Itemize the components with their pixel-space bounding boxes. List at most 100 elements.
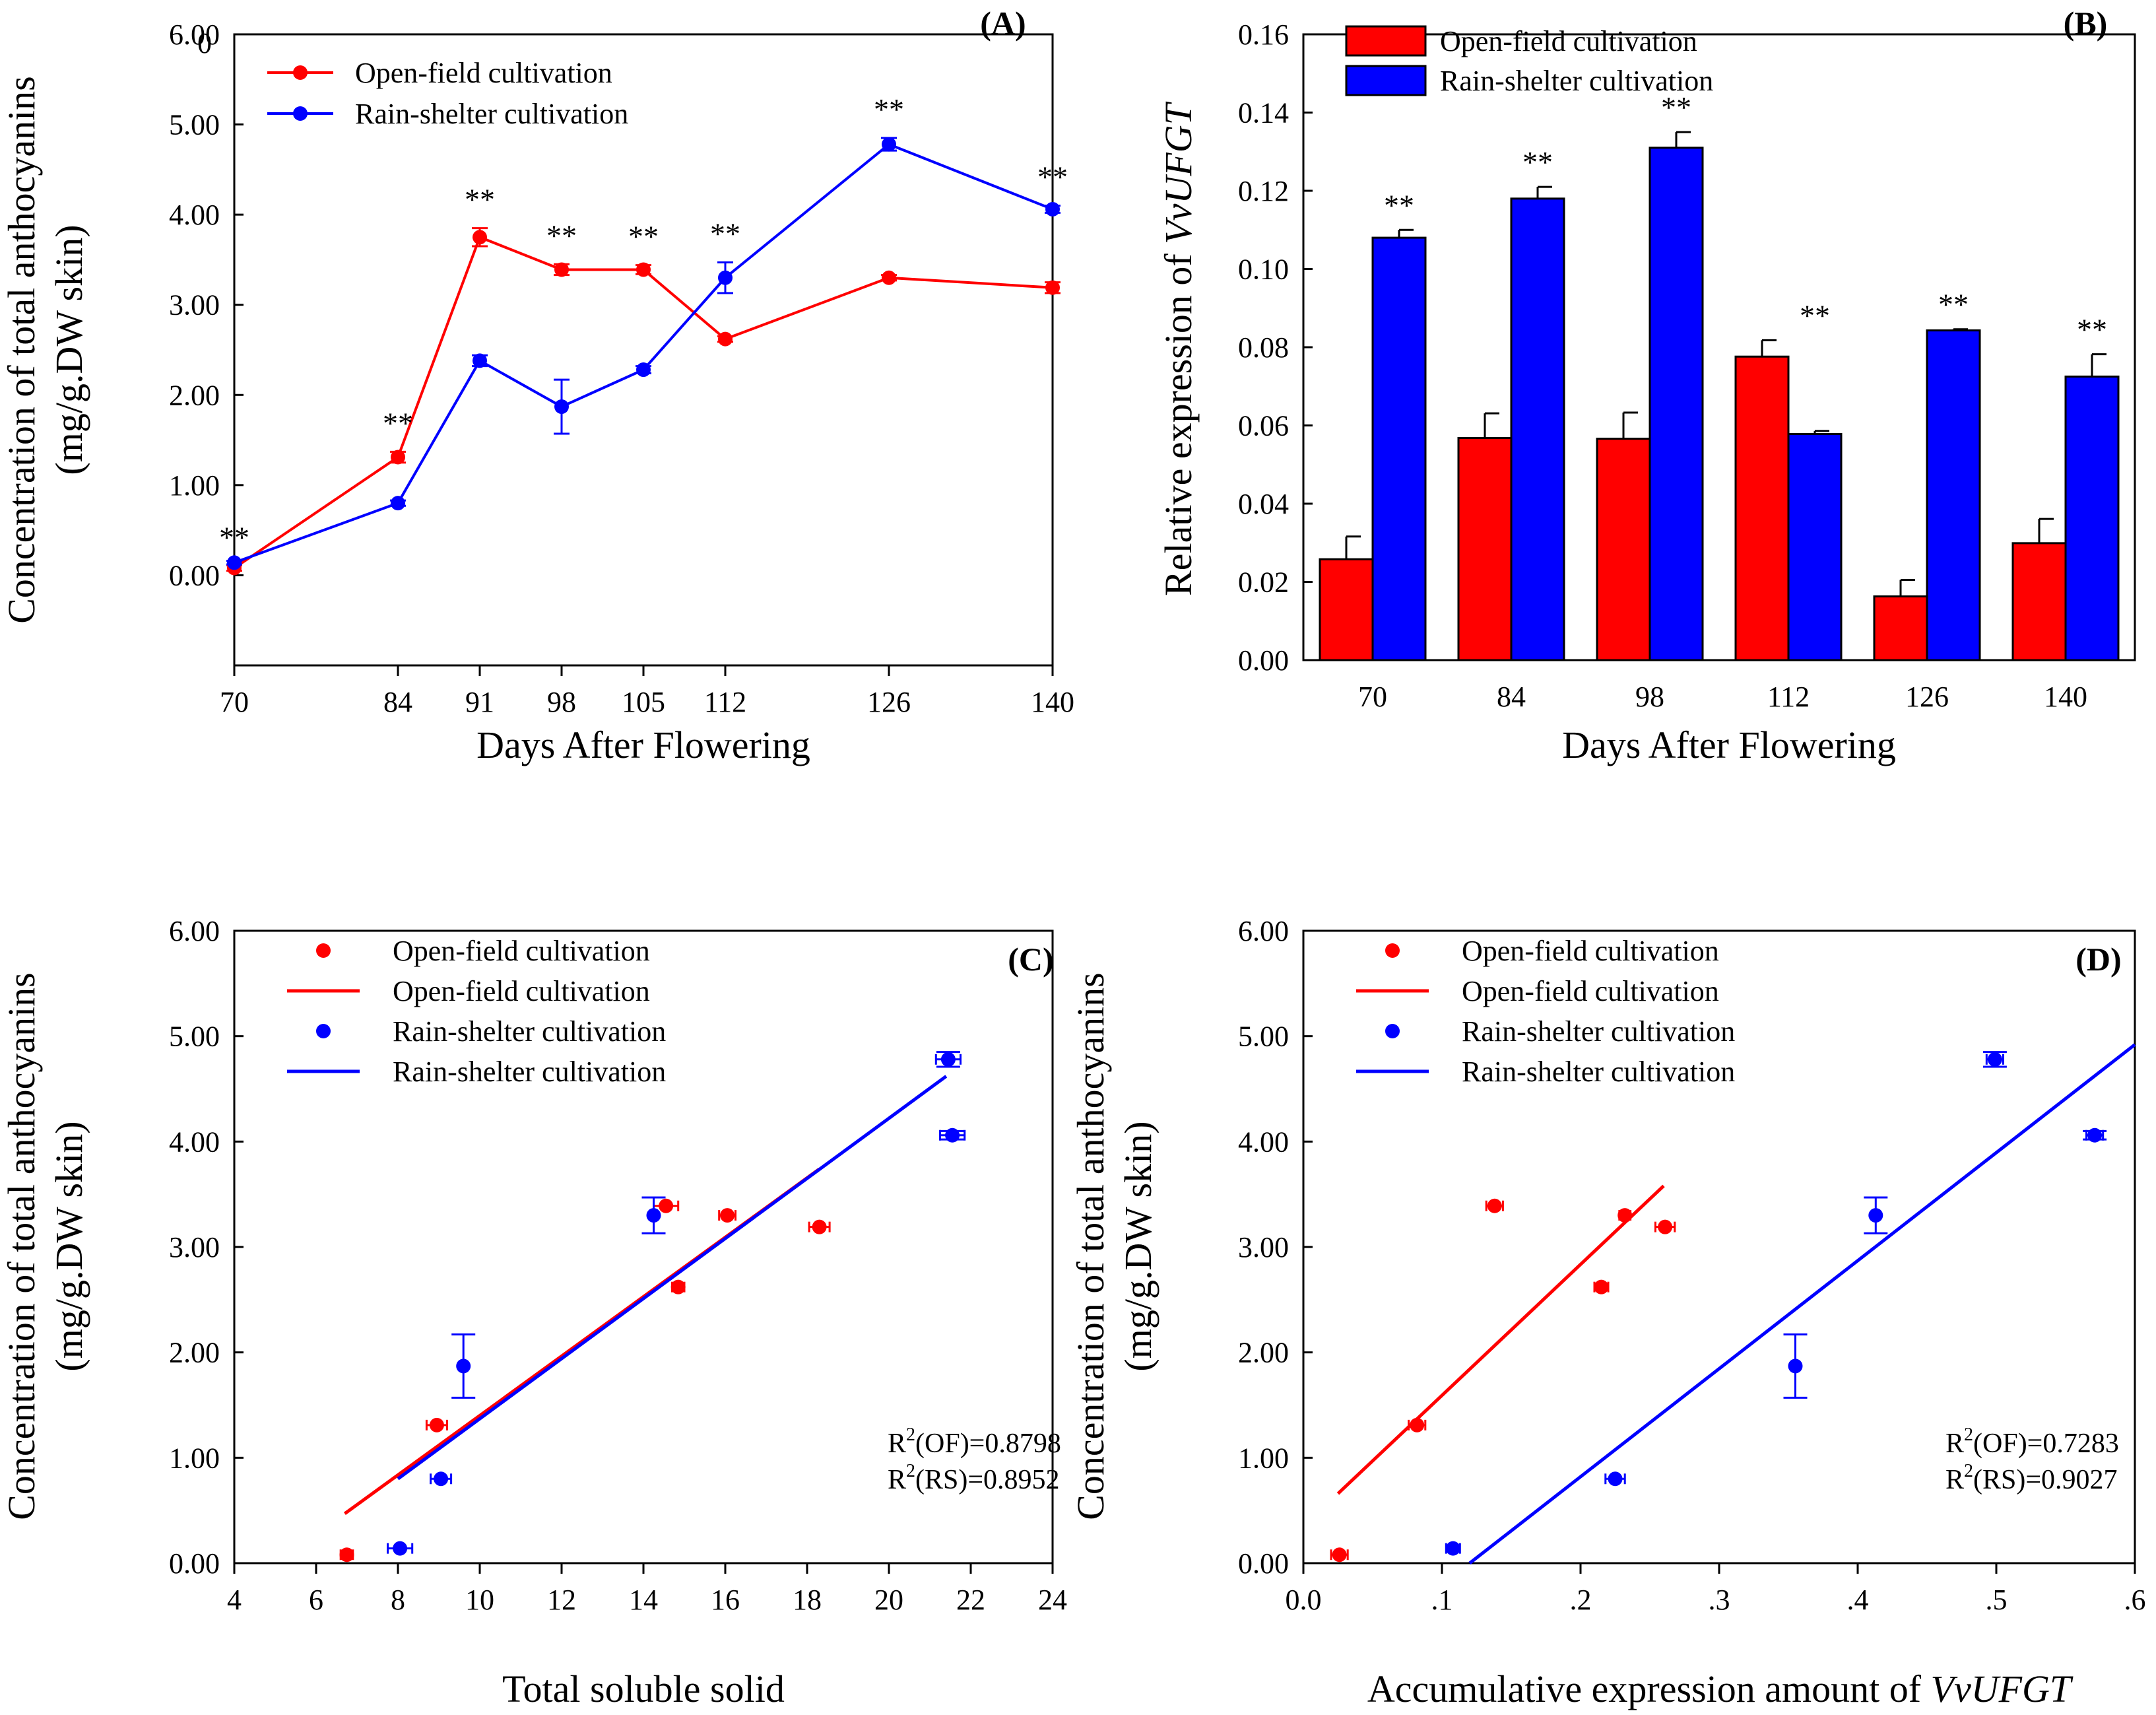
y-tick-label: 5.00 (169, 109, 220, 141)
data-point (940, 1052, 956, 1067)
y-axis-label-line: Concentration of total anthocyanins (0, 76, 43, 624)
data-point (636, 362, 651, 378)
y-tick-label: 0.04 (1238, 488, 1289, 520)
y-tick-label: 0.02 (1238, 566, 1289, 599)
x-tick-label: 8 (391, 1584, 405, 1616)
data-point (720, 1208, 735, 1223)
y-axis-label-line: (mg/g.DW skin) (1117, 1121, 1160, 1371)
significance-marker: ** (1522, 145, 1553, 179)
data-point (882, 137, 896, 152)
panel-a: 0.00 1.00 2.00 3.00 4.00 5.00 6.000 70 84 91 98 105… (0, 5, 1074, 766)
data-point (670, 1279, 686, 1295)
r-squared-label: R2(OF)=0.7283 (1945, 1425, 2119, 1459)
y-tick-label: 0.00 (169, 1547, 220, 1580)
bar (1457, 436, 1513, 661)
y-tick-label: 2.00 (169, 379, 220, 411)
data-point (2087, 1127, 2103, 1143)
x-axis-label: Accumulative expression amount of VvUFGT (1367, 1667, 2074, 1710)
plot-frame (1302, 33, 2136, 661)
x-axis-label: Total soluble solid (502, 1667, 785, 1710)
data-point (882, 270, 896, 285)
legend-label: Open-field cultivation (1440, 25, 1697, 57)
bar (1319, 558, 1374, 661)
legend-marker (1385, 1024, 1400, 1038)
data-point (636, 262, 651, 277)
x-tick-label: .1 (1431, 1584, 1453, 1616)
x-tick-label: 140 (2044, 681, 2087, 713)
legend-swatch (1345, 25, 1427, 57)
data-point (1868, 1208, 1883, 1223)
significance-marker: ** (1037, 160, 1068, 193)
x-axis-label-gene: VvUFGT (1931, 1667, 2074, 1710)
y-tick-label: 1.00 (169, 469, 220, 502)
panel-d: 0.00 1.00 2.00 3.00 4.00 5.00 6.00 0.0 .1 .2 .3 .4.… (1069, 915, 2146, 1710)
bar (1926, 329, 1981, 661)
data-point (1594, 1279, 1609, 1295)
x-tick-label: 70 (1358, 681, 1387, 713)
data-point (718, 270, 733, 285)
legend-label: Open-field cultivation (355, 57, 612, 89)
y-tick-label: 6.00 (169, 915, 220, 947)
x-tick-label: 84 (1497, 681, 1526, 713)
bar (1596, 438, 1651, 661)
data-point (1045, 201, 1060, 217)
x-tick-label: .4 (1847, 1584, 1869, 1616)
legend-label: Rain-shelter cultivation (1462, 1015, 1735, 1048)
legend-label: Rain-shelter cultivation (1462, 1056, 1735, 1088)
legend-swatch (1345, 65, 1427, 96)
bar (1787, 433, 1843, 661)
y-tick-label: 3.00 (169, 289, 220, 321)
data-point (1410, 1417, 1425, 1432)
panel-label: (C) (1008, 941, 1053, 978)
r-squared-label: R2(OF)=0.8798 (888, 1425, 1061, 1459)
y-tick-label: 4.00 (169, 1126, 220, 1158)
bar (1649, 147, 1704, 661)
x-tick-label: 14 (629, 1584, 658, 1616)
y-tick-label: 5.00 (169, 1021, 220, 1053)
significance-marker: ** (1384, 188, 1414, 222)
regression-line (1468, 1043, 2136, 1564)
significance-marker: ** (874, 92, 904, 126)
legend-label: Rain-shelter cultivation (393, 1056, 666, 1088)
bar (2064, 375, 2120, 661)
r-squared-label: R2(RS)=0.8952 (888, 1461, 1060, 1495)
y-tick-label: 0.06 (1238, 410, 1289, 442)
x-axis-label: Days After Flowering (476, 723, 810, 766)
data-point (227, 555, 242, 570)
data-point (718, 331, 733, 347)
data-point (1445, 1541, 1460, 1556)
y-axis-label-line: (mg/g.DW skin) (48, 1121, 90, 1371)
x-tick-label: 112 (1767, 681, 1810, 713)
y-tick-label: 3.00 (1238, 1231, 1289, 1263)
data-point (391, 450, 405, 465)
legend-label: Open-field cultivation (1462, 935, 1719, 967)
data-point (554, 399, 569, 415)
y-tick-label: 0.08 (1238, 331, 1289, 364)
bar (2011, 542, 2067, 661)
data-point (393, 1541, 408, 1556)
y-tick-label: 2.00 (169, 1337, 220, 1369)
y-axis-label-line: Concentration of total anthocyanins (1069, 972, 1112, 1520)
corner-tick-label: 0 (197, 27, 212, 59)
data-point (945, 1127, 960, 1143)
bar (1510, 197, 1565, 661)
panel-label: (D) (2075, 941, 2121, 978)
series-line (233, 235, 1053, 570)
y-tick-label: 0.10 (1238, 253, 1289, 286)
significance-marker: ** (465, 183, 495, 217)
y-axis-label: Concentration of total anthocyanins (mg/g… (0, 972, 90, 1520)
y-axis-label-line: (mg/g.DW skin) (48, 224, 90, 475)
significance-marker: ** (219, 521, 249, 555)
y-tick-label: 6.00 (169, 18, 220, 51)
data-point (1608, 1471, 1623, 1487)
y-axis-label-text: Relative expression of (1157, 244, 1200, 596)
bar (1371, 236, 1427, 661)
x-tick-label: 20 (874, 1584, 903, 1616)
data-point (456, 1359, 471, 1374)
bar (1734, 355, 1790, 661)
legend-marker (293, 65, 308, 80)
data-point (1658, 1219, 1673, 1234)
panel-label: (B) (2064, 5, 2108, 42)
data-point (1617, 1208, 1633, 1223)
x-tick-label: 18 (793, 1584, 822, 1616)
